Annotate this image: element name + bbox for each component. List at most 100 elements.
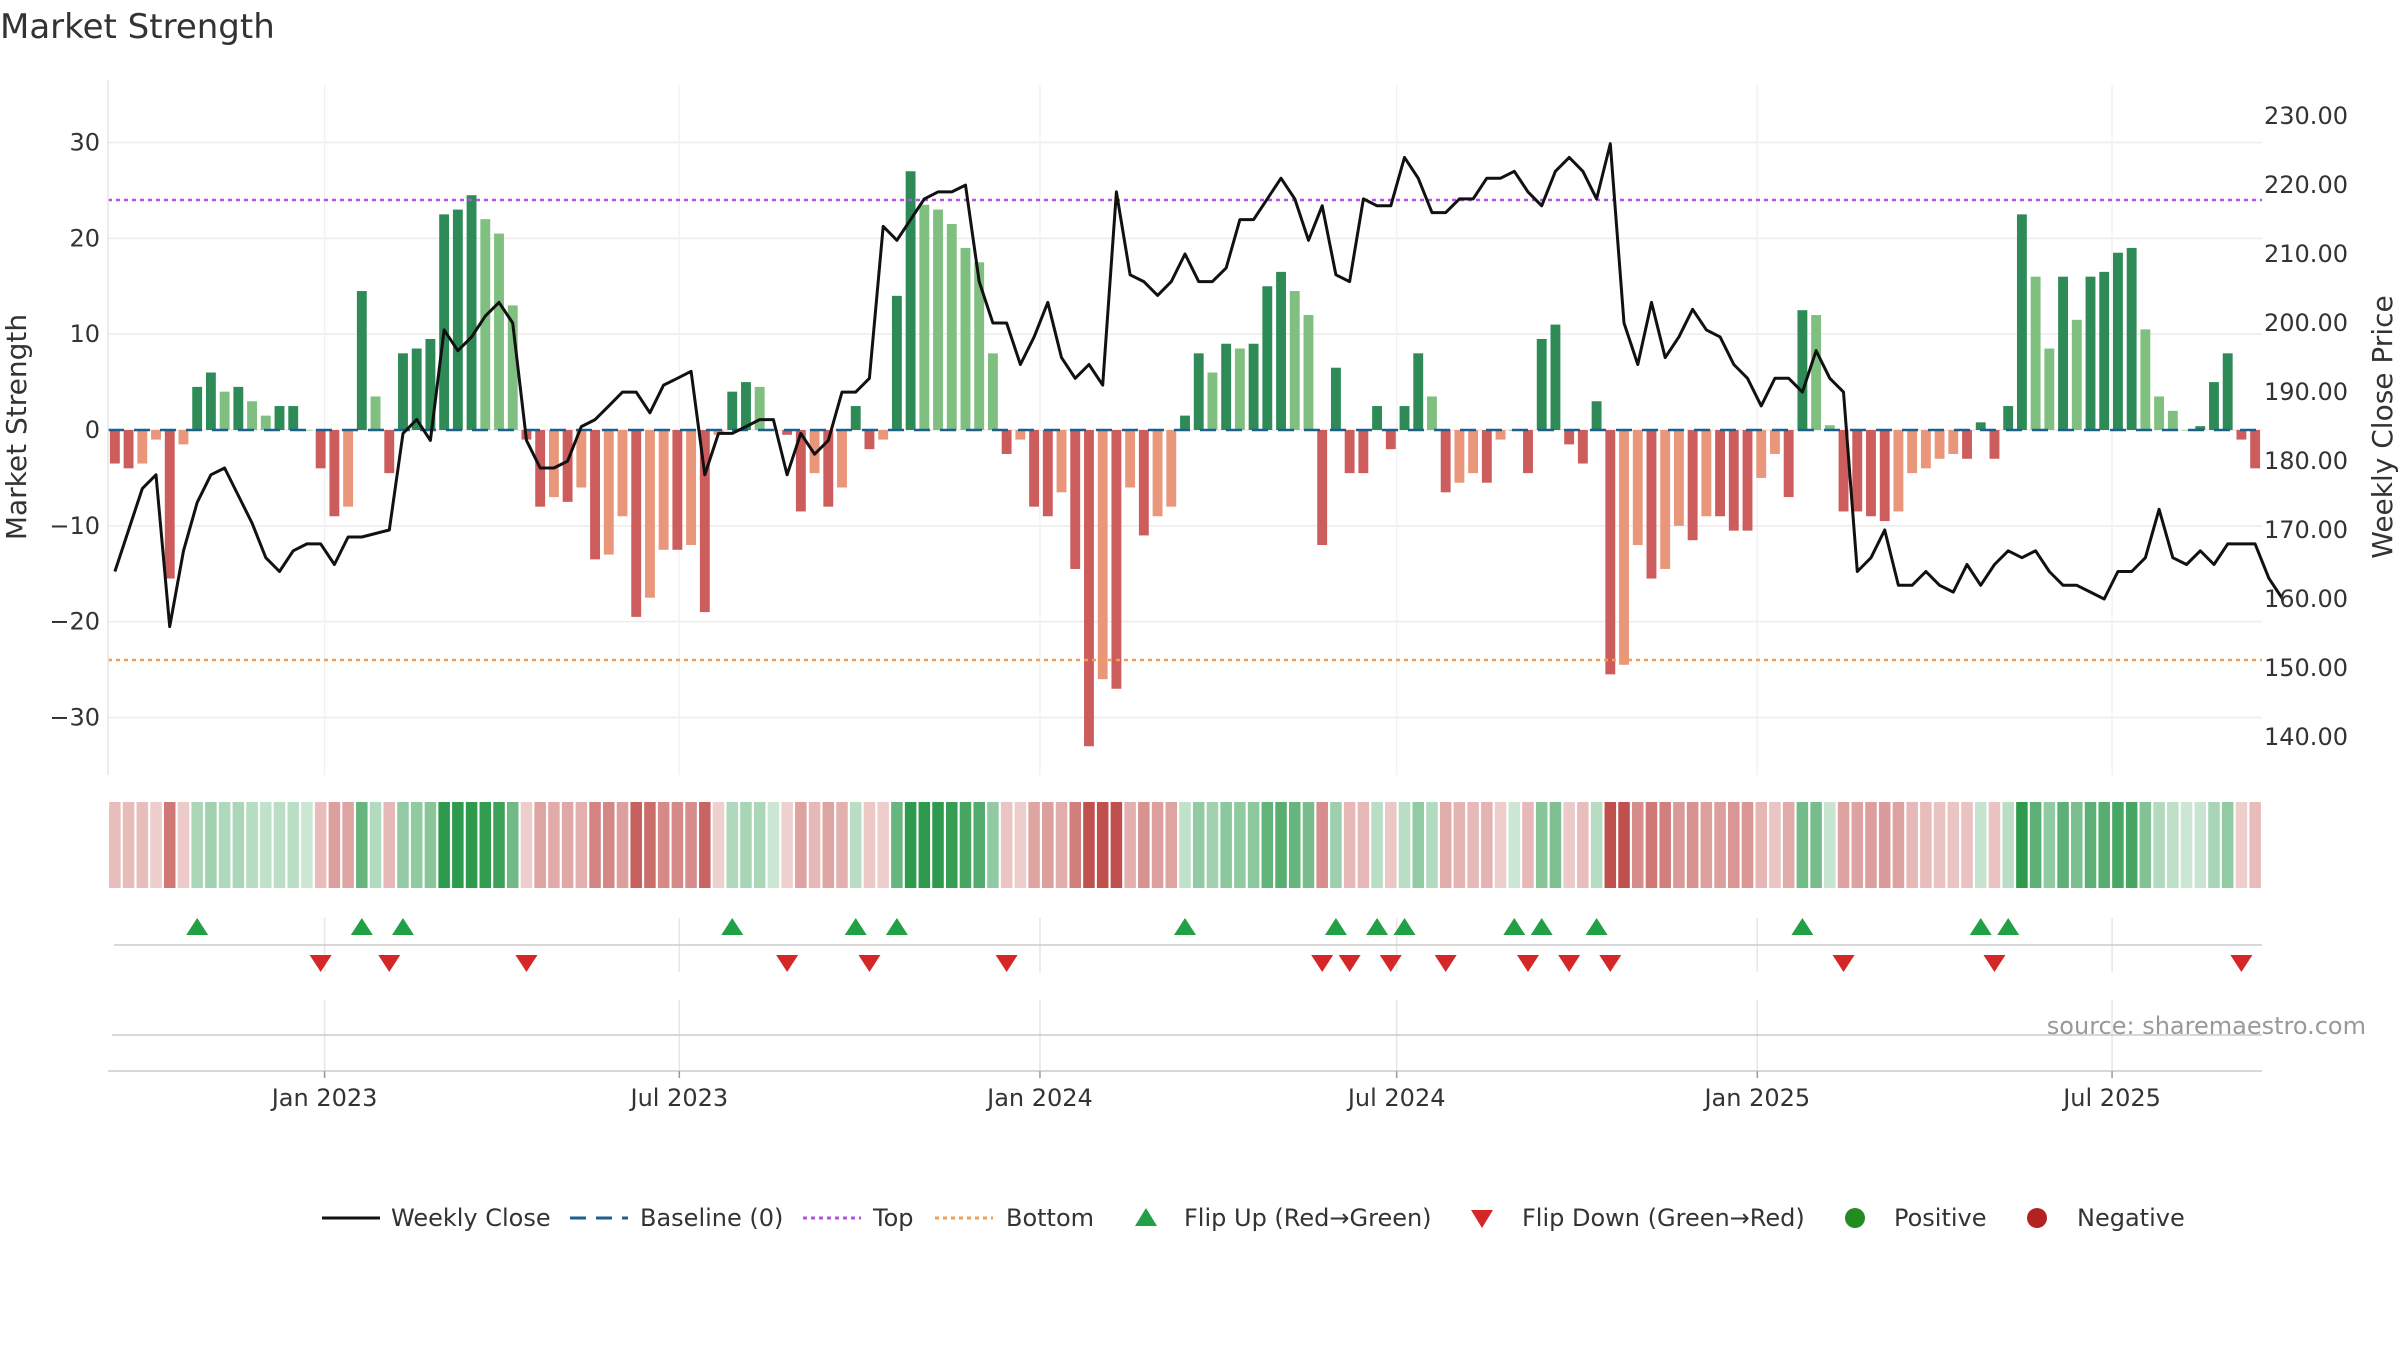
strength-bar <box>905 171 916 430</box>
legend-negative-dot <box>2027 1208 2047 1228</box>
strength-bar <box>164 430 175 579</box>
strength-bar <box>1193 353 1204 430</box>
x-tick-label: Jan 2024 <box>985 1084 1093 1112</box>
strength-bar <box>1811 315 1822 430</box>
heatstrip-cell <box>1755 802 1767 888</box>
heatstrip-cell <box>1220 802 1232 888</box>
heatstrip-cell <box>465 802 478 888</box>
heatstrip-cell <box>1096 802 1109 888</box>
flip-down-marker <box>1338 955 1361 972</box>
heatstrip-cell <box>2194 802 2207 888</box>
legend-top-label: Top <box>872 1204 914 1232</box>
heatstrip-cell <box>1014 802 1027 888</box>
heatstrip-cell <box>603 802 615 888</box>
heatstrip-cell <box>740 802 752 888</box>
heatstrip-cell <box>1083 802 1095 888</box>
strength-bar <box>1962 430 1972 459</box>
strength-bar <box>1728 430 1739 531</box>
left-axis-title: Market Strength <box>0 314 33 540</box>
strength-bar <box>2154 396 2165 430</box>
heatstrip-cell <box>1810 802 1822 888</box>
heatstrip-cell <box>1069 802 1082 888</box>
heatstrip-cell <box>1247 802 1260 888</box>
flip-up-marker <box>1585 918 1608 935</box>
heatstrip-cell <box>1343 802 1356 888</box>
x-tick-label: Jan 2025 <box>1702 1084 1810 1112</box>
strength-bar <box>2044 348 2055 430</box>
strength-bar <box>1481 430 1492 483</box>
heatstrip-cell <box>1330 802 1342 888</box>
heatstrip-cell <box>520 802 533 888</box>
heatstrip-cell <box>836 802 848 888</box>
right-tick-label: 180.00 <box>2264 447 2348 475</box>
heatstrip-cell <box>1659 802 1671 888</box>
x-axis: Jan 2023 Jul 2023 Jan 2024 Jul 2024 Jan 2025… <box>108 1070 2262 1112</box>
strength-bar <box>1632 430 1643 545</box>
x-tick-label: Jul 2025 <box>2061 1084 2161 1112</box>
heatstrip-cell <box>342 802 354 888</box>
strength-bar <box>2071 319 2082 430</box>
legend-weekly-close-label: Weekly Close <box>391 1204 551 1232</box>
heatstrip-cell <box>1851 802 1864 888</box>
heatstrip-cell <box>1165 802 1178 888</box>
heatstrip-cell <box>2043 802 2056 888</box>
heatstrip-cell <box>109 802 121 888</box>
strength-bar <box>603 430 614 555</box>
flip-down-marker <box>1558 955 1581 972</box>
left-tick-label: −20 <box>49 608 100 636</box>
legend-flip-down-icon <box>1471 1210 1493 1228</box>
legend-negative-label: Negative <box>2077 1204 2185 1232</box>
strength-bar <box>329 430 340 517</box>
right-tick-label: 170.00 <box>2264 516 2348 544</box>
heatstrip-cell <box>918 802 931 888</box>
strength-bar <box>1756 430 1767 478</box>
strength-bar <box>1317 430 1328 545</box>
strength-bar <box>919 204 930 430</box>
heatstrip-cell <box>1700 802 1713 888</box>
strength-bar <box>1797 310 1808 430</box>
strength-bar <box>1084 430 1094 747</box>
heatstrip-cell <box>1055 802 1068 888</box>
strength-bar <box>1152 430 1163 517</box>
heatstrip-cell <box>2167 802 2179 888</box>
heatstrip-cell <box>314 802 327 888</box>
strength-bar <box>494 233 504 430</box>
strength-bar <box>1879 430 1890 522</box>
heatstrip-cell <box>1124 802 1136 888</box>
heatstrip-cell <box>150 802 162 888</box>
weekly-close-line <box>113 142 2284 629</box>
strength-bar <box>1495 430 1506 440</box>
legend-positive-dot <box>1845 1208 1865 1228</box>
strength-bar <box>2140 329 2151 430</box>
strength-bar <box>1001 430 1012 454</box>
heatstrip-cell <box>822 802 835 888</box>
heatstrip-cell <box>863 802 876 888</box>
strength-bar <box>1029 430 1040 507</box>
right-tick-label: 230.00 <box>2264 102 2348 130</box>
strength-bar <box>1907 430 1918 474</box>
axes: 30 20 10 0 −10 −20 −30 230.00 220.00 210.00 200.00… <box>49 80 2348 775</box>
flip-up-marker <box>391 918 414 935</box>
strength-bar <box>590 430 600 560</box>
strength-bar <box>480 219 491 430</box>
strength-bar <box>1330 367 1341 430</box>
right-tick-label: 200.00 <box>2264 309 2348 337</box>
strength-bar <box>1536 338 1547 430</box>
heatstrip-cell <box>1974 802 1987 888</box>
strength-bar <box>1427 396 1437 430</box>
strength-bar <box>178 430 189 445</box>
strength-bar <box>576 430 587 488</box>
heatstrip-cell <box>1961 802 1973 888</box>
legend-flip-down-label: Flip Down (Green→Red) <box>1522 1204 1805 1232</box>
strength-bar <box>1591 401 1602 430</box>
heatstrip-cell <box>987 802 999 888</box>
heatstrip-cell <box>2029 802 2042 888</box>
strength-heatstrip <box>109 802 2261 888</box>
flip-up-marker <box>885 918 908 935</box>
heatstrip-cell <box>1892 802 1905 888</box>
left-tick-label: 0 <box>85 416 100 444</box>
strength-bar <box>2085 276 2096 430</box>
strength-bar <box>1742 430 1753 531</box>
heatstrip-cell <box>657 802 670 888</box>
heatstrip-cell <box>287 802 299 888</box>
